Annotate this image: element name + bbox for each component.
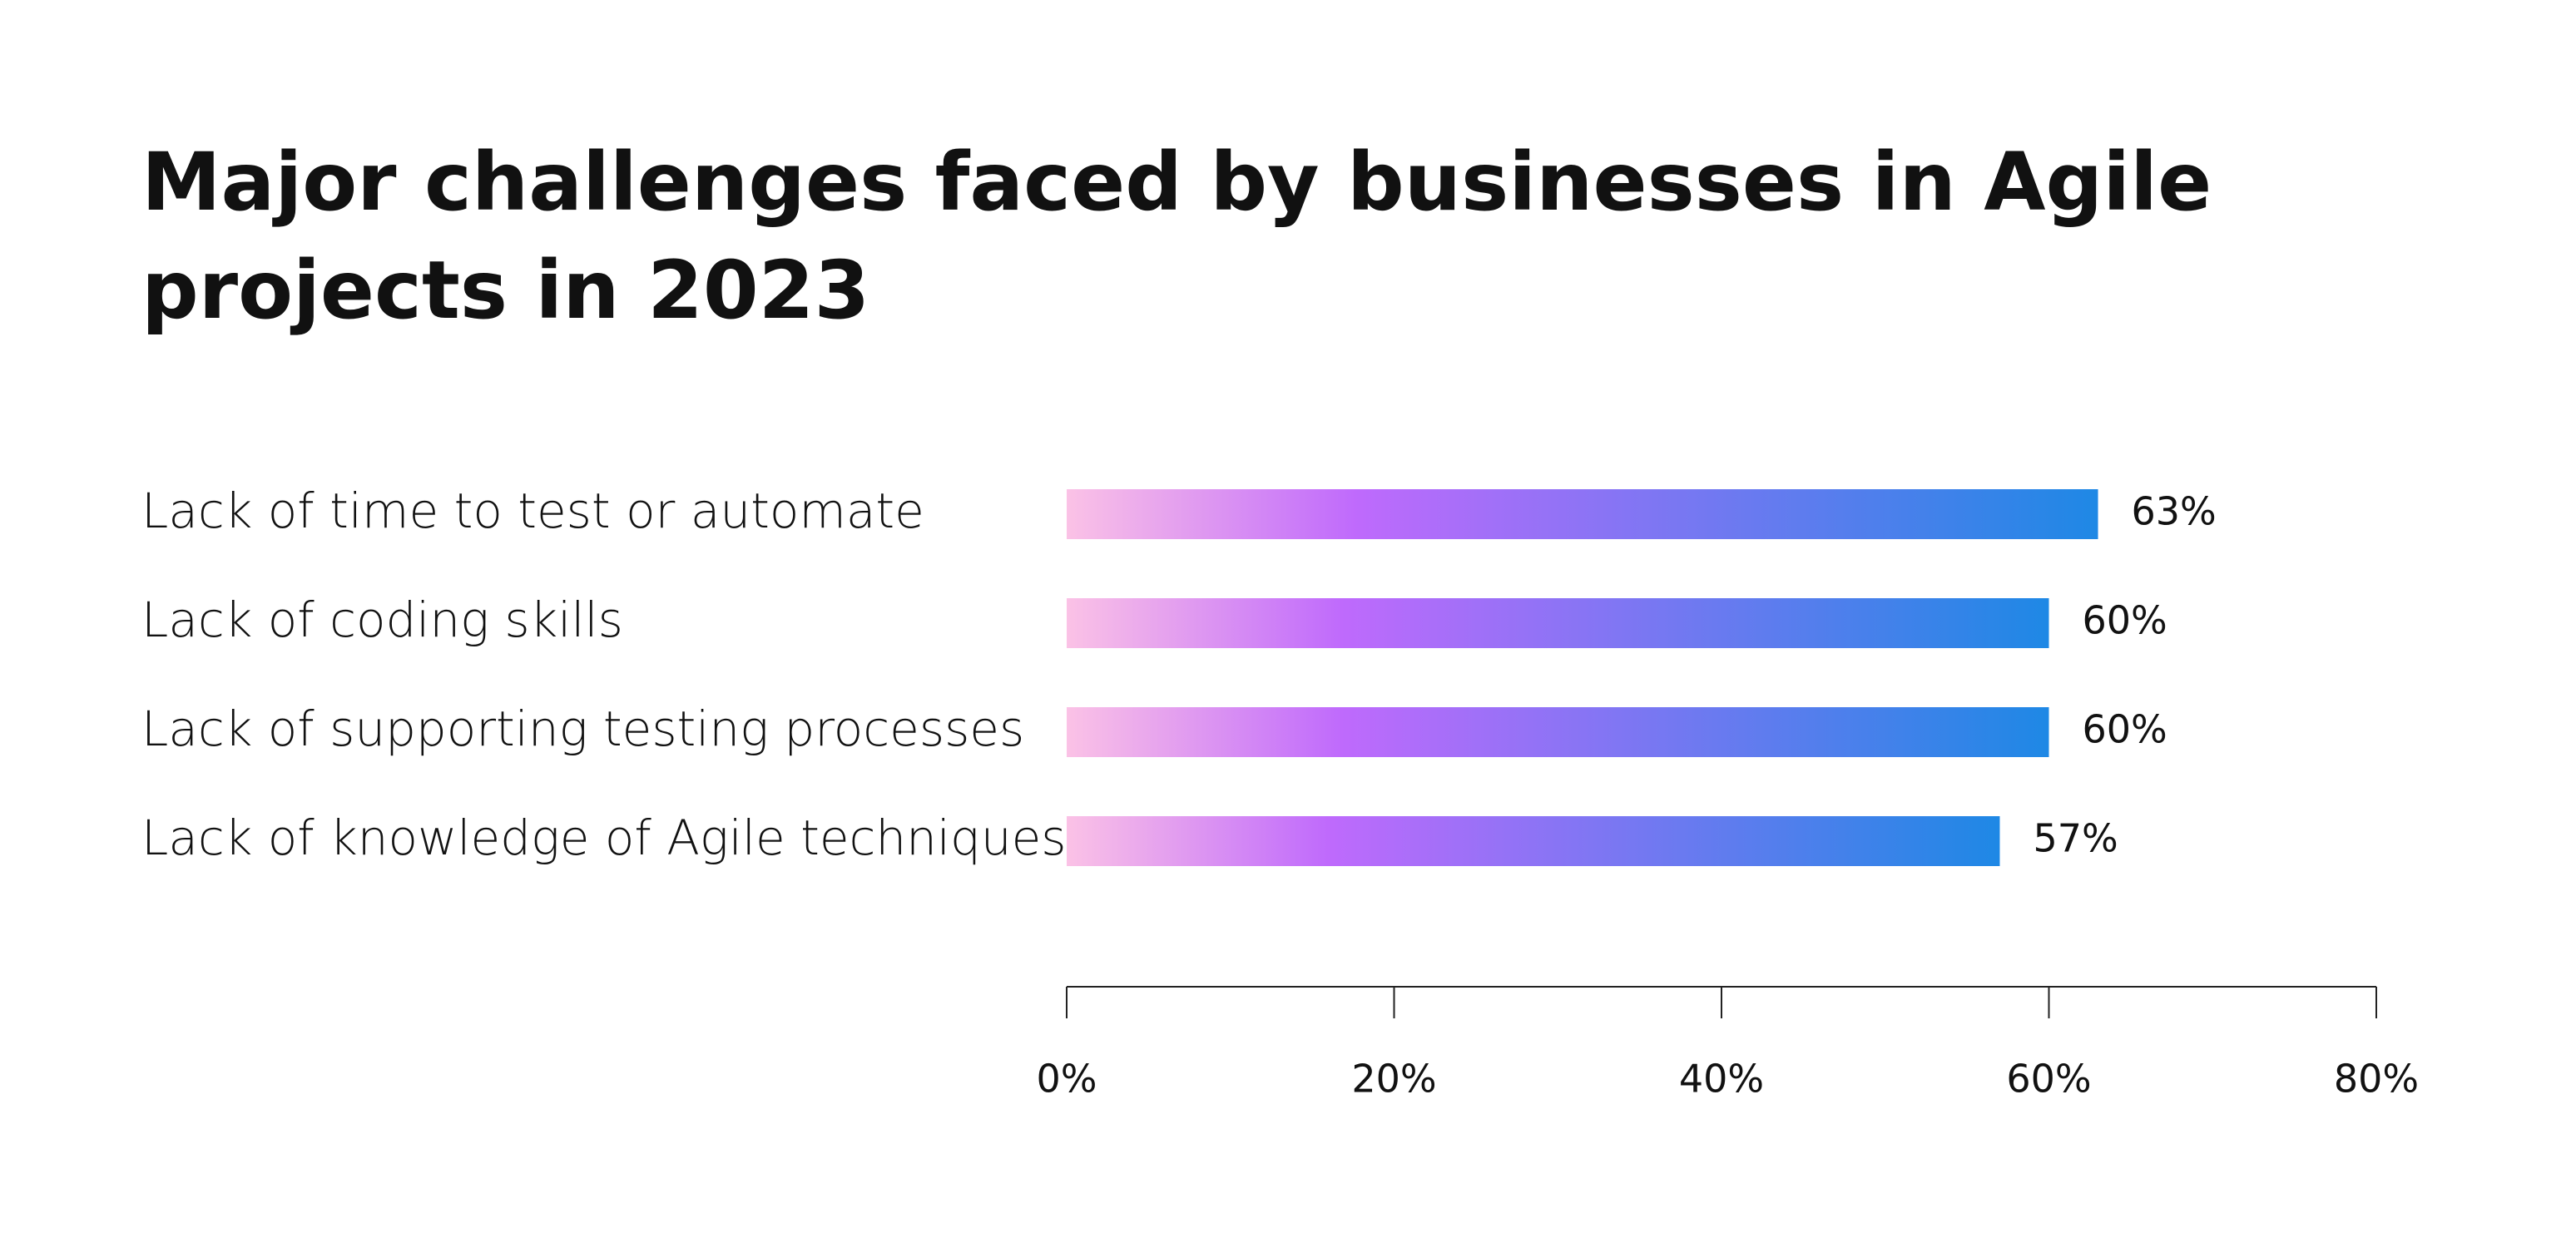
category-label: Lack of time to test or automate [141, 483, 924, 539]
x-tick-label: 80% [2334, 1057, 2419, 1102]
value-label: 63% [2132, 489, 2217, 534]
x-tick-label: 40% [1679, 1057, 1764, 1102]
x-tick-label: 20% [1351, 1057, 1436, 1102]
bar [1067, 816, 2000, 866]
value-label: 60% [2083, 707, 2167, 752]
x-tick-label: 0% [1037, 1057, 1097, 1102]
x-tick-label: 60% [2006, 1057, 2091, 1102]
category-label: Lack of knowledge of Agile techniques [141, 810, 1067, 866]
chart-title: Major challenges faced by businesses in … [141, 136, 2212, 337]
value-label: 60% [2083, 598, 2167, 643]
bar [1067, 598, 2049, 648]
bar [1067, 707, 2049, 757]
category-label: Lack of coding skills [141, 592, 623, 648]
value-label: 57% [2033, 816, 2118, 861]
category-label: Lack of supporting testing processes [141, 701, 1024, 757]
bar [1067, 489, 2098, 539]
